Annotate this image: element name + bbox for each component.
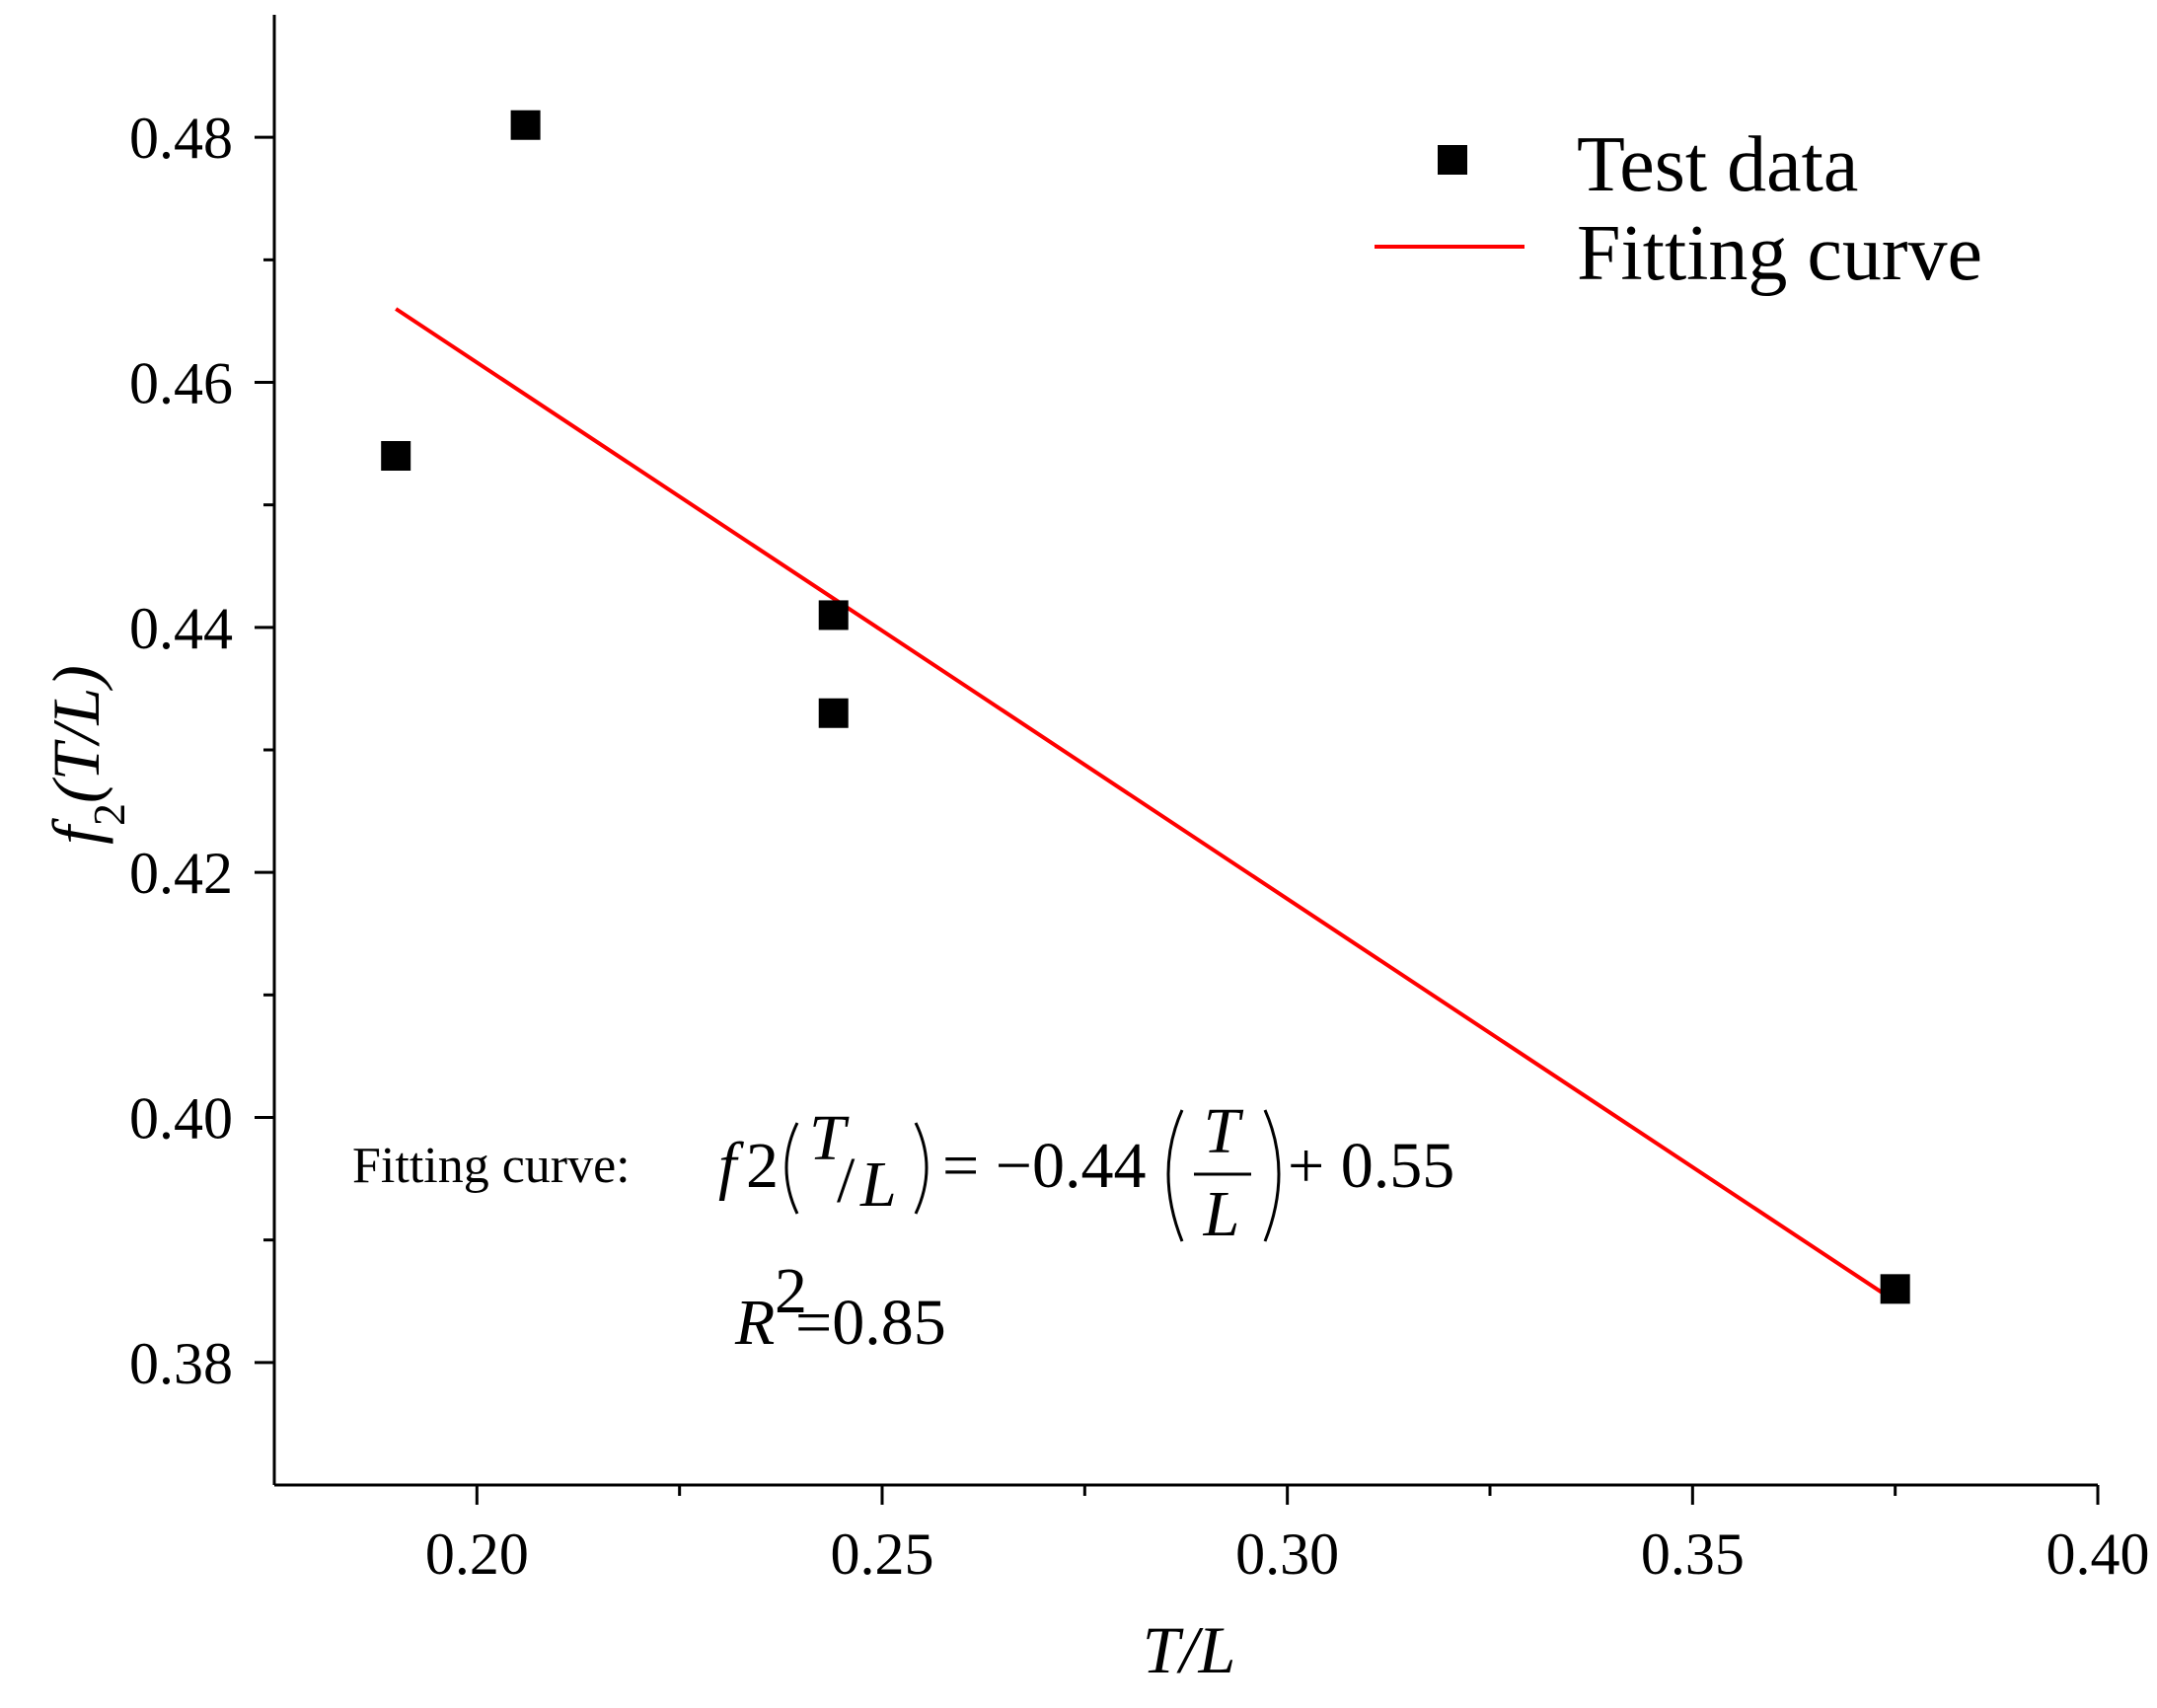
fit-equation-constant: + 0.55 xyxy=(1288,1130,1454,1202)
test-data-point xyxy=(818,600,849,631)
y-tick-label: 0.46 xyxy=(129,351,233,416)
fit-equation-subscript: 2 xyxy=(746,1130,779,1202)
fit-equation-fraction-denominator: L xyxy=(1203,1178,1240,1250)
legend-label-test-data: Test data xyxy=(1577,121,1858,208)
fit-equation-equals: = −0.44 xyxy=(942,1130,1146,1202)
x-axis-title: T/L xyxy=(1143,1612,1236,1687)
svg-text:f2(T/L): f2(T/L) xyxy=(38,665,134,845)
fit-equation-right-paren-1 xyxy=(914,1122,929,1215)
x-tick-label: 0.40 xyxy=(2046,1522,2150,1587)
fit-equation-fraction-numerator: T xyxy=(1204,1095,1244,1167)
fit-equation-l-small: L xyxy=(859,1149,897,1221)
y-tick-label: 0.44 xyxy=(129,596,233,661)
fit-equation-label: Fitting curve: xyxy=(352,1138,631,1194)
y-tick-label: 0.38 xyxy=(129,1331,233,1396)
y-axis-title-subscript: 2 xyxy=(84,803,134,826)
r-squared-superscript: 2 xyxy=(775,1255,807,1327)
test-data-point xyxy=(510,110,541,140)
ticks: 0.20 0.25 0.30 0.35 0.40 0.38 0.40 0.42 0.44 0.46… xyxy=(129,106,2150,1587)
y-tick-label: 0.48 xyxy=(129,106,233,171)
plot-marks xyxy=(381,110,1910,1304)
x-tick-label: 0.35 xyxy=(1641,1522,1745,1587)
test-data-point xyxy=(381,441,411,471)
fit-equation-f: f xyxy=(718,1130,744,1202)
fit-equation-slash: / xyxy=(837,1145,855,1217)
y-tick-label: 0.40 xyxy=(129,1086,233,1151)
legend-label-fitting-curve: Fitting curve xyxy=(1577,210,1982,297)
r-squared-value: =0.85 xyxy=(795,1287,946,1359)
fit-equation-left-paren-1 xyxy=(784,1122,799,1215)
y-tick-label: 0.42 xyxy=(129,841,233,906)
test-data-point xyxy=(1880,1274,1910,1304)
fitting-curve-line xyxy=(395,307,1897,1303)
test-data-point xyxy=(818,698,849,728)
r-squared-r: R xyxy=(734,1287,775,1359)
fit-equation: Fitting curve: f 2 T / L = −0.44 T L + 0… xyxy=(352,1095,1454,1359)
x-tick-label: 0.25 xyxy=(831,1522,934,1587)
fit-equation-right-paren-2 xyxy=(1263,1109,1281,1242)
y-axis-title-arg: (T/L) xyxy=(38,665,113,803)
fit-equation-left-paren-2 xyxy=(1166,1109,1184,1242)
x-tick-label: 0.30 xyxy=(1235,1522,1339,1587)
legend-marker-test-data xyxy=(1438,145,1467,175)
y-axis-title: f2(T/L) xyxy=(38,665,134,845)
legend: Test data Fitting curve xyxy=(1375,121,1982,297)
x-tick-label: 0.20 xyxy=(425,1522,529,1587)
fit-equation-t-small: T xyxy=(809,1102,850,1174)
